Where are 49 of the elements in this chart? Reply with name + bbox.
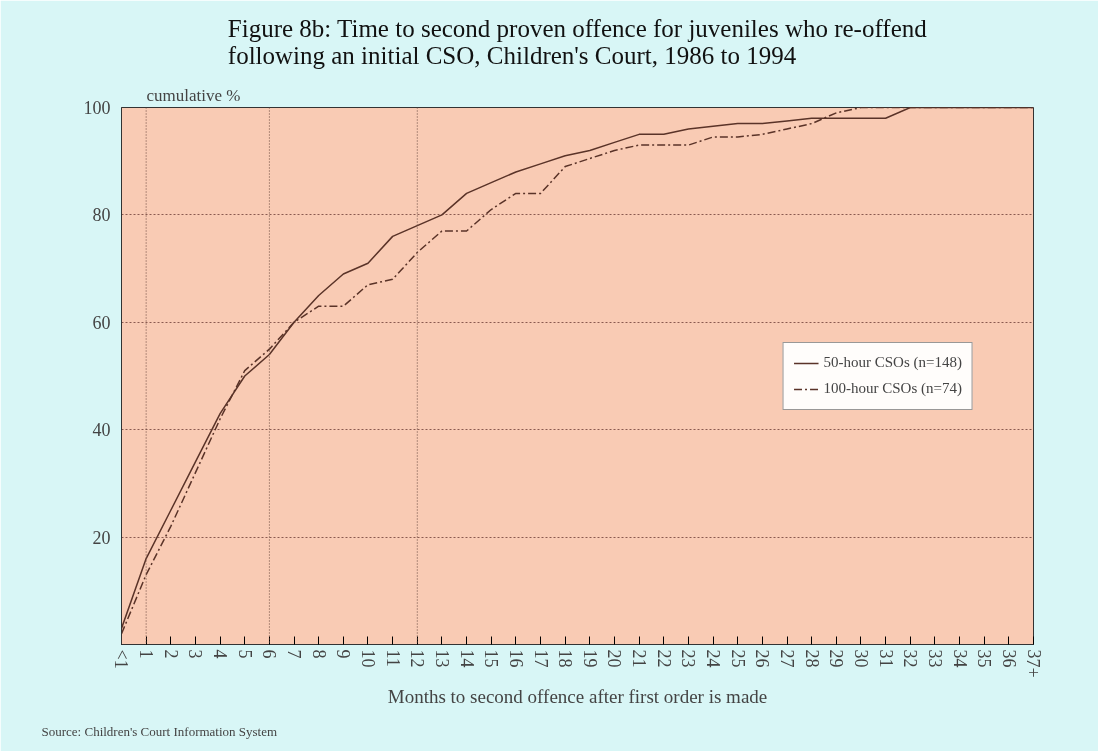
x-tick-label: 17: [530, 649, 551, 668]
x-tick-label: 14: [456, 649, 477, 668]
x-tick-label: 20: [604, 649, 625, 668]
x-tick-label: 26: [752, 649, 773, 668]
x-tick-label: 30: [850, 649, 871, 668]
source-note: Source: Children's Court Information System: [41, 724, 278, 739]
x-tick-label: 8: [308, 649, 329, 659]
x-tick-label: 6: [259, 649, 280, 659]
y-tick-label: 100: [83, 98, 111, 118]
x-tick-label: 7: [284, 649, 305, 659]
x-axis-title: Months to second offence after first order is made: [387, 685, 768, 707]
x-tick-label: 18: [555, 649, 576, 668]
x-tick-label: 24: [703, 649, 724, 668]
legend-label: 50-hour CSOs (n=148): [823, 354, 962, 371]
y-tick-label: 40: [92, 420, 111, 441]
x-tick-label: 23: [678, 649, 699, 668]
x-tick-label: 13: [431, 649, 452, 668]
x-tick-label: 27: [777, 649, 798, 668]
x-tick-label: 32: [900, 649, 921, 668]
y-tick-label: 60: [92, 312, 111, 333]
x-tick-label: 22: [653, 649, 674, 668]
x-tick-label: 4: [210, 649, 231, 659]
x-tick-label: 12: [407, 649, 428, 668]
x-tick-label: 28: [801, 649, 822, 668]
x-tick-label: 21: [629, 649, 650, 668]
x-tick-label: 10: [357, 649, 378, 668]
x-tick-label: <1: [111, 649, 132, 669]
x-tick-label: 9: [333, 649, 354, 659]
x-tick-label: 35: [974, 649, 995, 668]
x-tick-label: 36: [998, 649, 1019, 668]
chart-title: Figure 8b: Time to second proven offence for juveniles who re-offend following an initial CSO, Children's Court, 1986 to 1994: [227, 15, 928, 69]
legend-label: 100-hour CSOs (n=74): [823, 380, 962, 397]
x-tick-label: 15: [481, 649, 502, 668]
x-tick-label: 34: [949, 649, 970, 668]
x-tick-label: 37+: [1023, 649, 1044, 678]
x-tick-label: 1: [136, 649, 157, 659]
x-tick-label: 16: [505, 649, 526, 668]
x-tick-label: 2: [160, 649, 181, 659]
x-tick-label: 3: [185, 649, 206, 659]
x-tick-label: 31: [875, 649, 896, 668]
x-tick-label: 19: [579, 649, 600, 668]
x-tick-label: 25: [727, 649, 748, 668]
y-tick-label: 80: [92, 205, 111, 226]
x-tick-label: 29: [826, 649, 847, 668]
x-tick-label: 5: [234, 649, 255, 659]
x-tick-label: 33: [924, 649, 945, 668]
y-tick-label: 20: [92, 527, 111, 548]
y-axis-title: cumulative %: [146, 86, 241, 105]
x-tick-label: 11: [382, 649, 403, 667]
